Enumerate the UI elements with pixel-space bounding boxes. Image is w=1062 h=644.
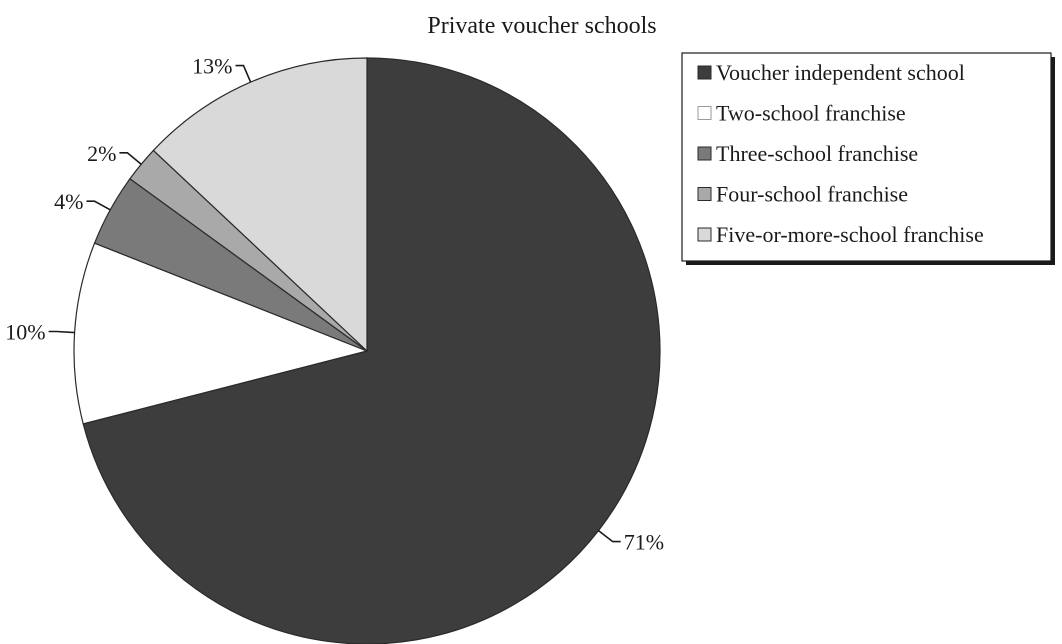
legend-label-five-or-more-school-franchise: Five-or-more-school franchise [716, 222, 984, 247]
legend-swatch-five-or-more-school-franchise [697, 227, 712, 242]
value-label-three-school-franchise: 4% [54, 189, 83, 214]
leader-line-two-school-franchise [48, 330, 75, 334]
legend-label-four-school-franchise: Four-school franchise [716, 182, 908, 207]
pie-value-labels: 71% 10% 4%2% 13% [5, 54, 664, 555]
leader-line-five-or-more-school-franchise [235, 64, 252, 83]
legend-label-three-school-franchise: Three-school franchise [716, 141, 918, 166]
legend-frame [681, 52, 1052, 262]
legend-items: Voucher independent school Two-school fra… [697, 60, 984, 247]
leader-line-voucher-independent-school [598, 529, 621, 543]
leader-line-three-school-franchise [86, 200, 111, 211]
value-label-two-school-franchise: 10% [5, 320, 45, 345]
pie-slices [73, 57, 661, 644]
leader-line-four-school-franchise [119, 152, 142, 165]
legend: Voucher independent school Two-school fra… [681, 52, 1055, 265]
value-label-four-school-franchise: 2% [87, 141, 116, 166]
legend-swatch-two-school-franchise [697, 106, 712, 120]
pie-slice-five-or-more-school-franchise [152, 57, 368, 353]
value-label-five-or-more-school-franchise: 13% [192, 54, 232, 79]
legend-swatch-voucher-independent-school [697, 65, 712, 80]
legend-swatch-three-school-franchise [697, 146, 712, 161]
chart-title: Private voucher schools [427, 13, 656, 39]
legend-swatch-four-school-franchise [697, 187, 712, 201]
value-label-voucher-independent-school: 71% [624, 530, 664, 555]
pie-slice-two-school-franchise [73, 242, 369, 425]
legend-label-voucher-independent-school: Voucher independent school [716, 60, 965, 85]
legend-label-two-school-franchise: Two-school franchise [716, 101, 906, 126]
